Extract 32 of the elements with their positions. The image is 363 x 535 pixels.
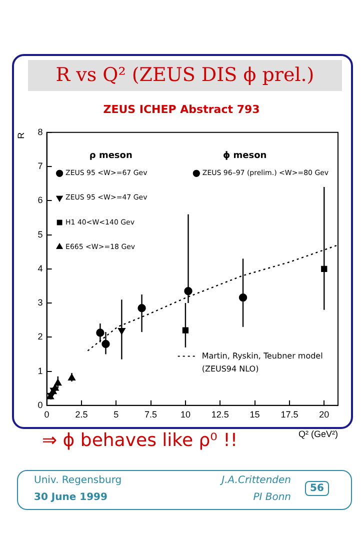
y-tick-label: 3: [38, 298, 43, 308]
y-tick-label: 0: [38, 400, 43, 410]
x-tick-label: 12.5: [211, 409, 229, 420]
chart-title: R vs Q² (ZEUS DIS ϕ prel.): [28, 60, 342, 91]
y-tick-label: 1: [38, 366, 43, 376]
x-tick-label: 2.5: [75, 409, 88, 420]
x-tick-label: 17.5: [280, 409, 298, 420]
y-tick-label: 2: [38, 332, 43, 342]
chart-subtitle: ZEUS ICHEP Abstract 793: [102, 103, 261, 116]
text: Univ. Regensburg: [34, 475, 122, 486]
y-axis-title: R: [16, 132, 26, 139]
text: PI Bonn: [253, 492, 291, 503]
text: 56: [305, 481, 329, 496]
x-tick-label: 10: [180, 409, 190, 420]
annotation: (ZEUS94 NLO): [202, 364, 259, 374]
x-tick-label: 7.5: [144, 409, 158, 420]
y-tick-label: 5: [38, 229, 43, 240]
text: 30 June 1999: [34, 492, 108, 503]
legend-label: Martin, Ryskin, Teubner model: [202, 351, 323, 360]
text: ⇒ ϕ behaves like ρ⁰ !!: [42, 430, 238, 451]
x-tick-label: 20: [319, 409, 330, 420]
y-tick-label: 4: [38, 263, 43, 274]
x-axis-title: Q² (GeV²): [298, 429, 338, 440]
annotation: ρ meson: [89, 150, 132, 161]
x-tick-label: 0: [44, 409, 50, 420]
annotation: ϕ meson: [222, 150, 267, 161]
text: J.A.Crittenden: [222, 475, 291, 486]
y-tick-label: 8: [38, 126, 43, 137]
x-tick-label: 15: [250, 409, 260, 420]
x-tick-label: 5: [114, 409, 119, 420]
y-tick-label: 6: [38, 195, 43, 206]
y-tick-label: 7: [38, 161, 43, 172]
